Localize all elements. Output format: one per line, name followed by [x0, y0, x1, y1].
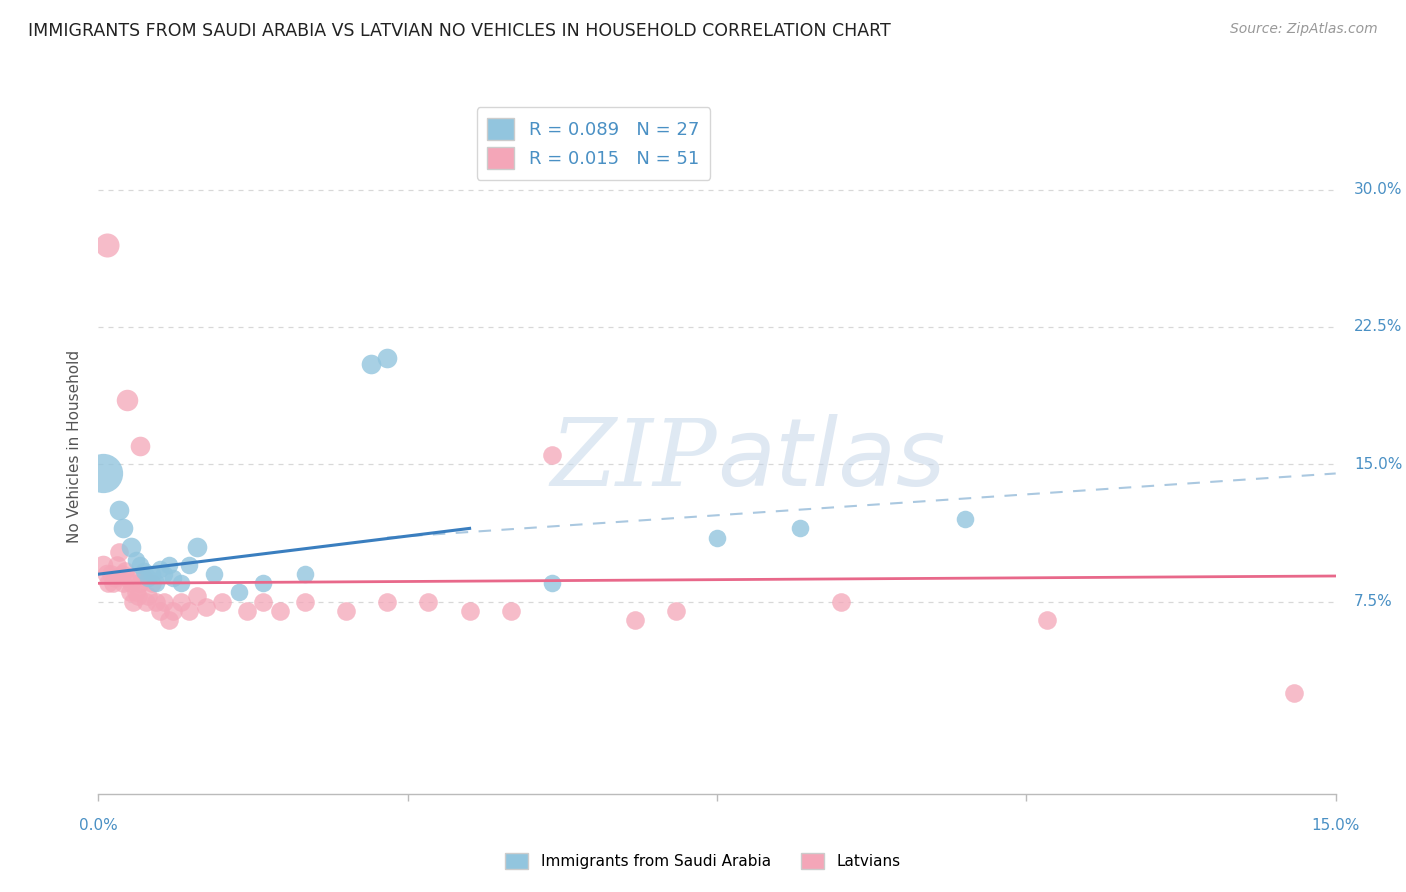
Point: [157, 613, 180, 627]
Point: [100, 567, 122, 582]
Point: [103, 576, 125, 591]
Point: [110, 567, 132, 582]
Point: [132, 564, 155, 578]
Legend: Immigrants from Saudi Arabia, Latvians: Immigrants from Saudi Arabia, Latvians: [499, 847, 907, 875]
Point: [953, 512, 976, 526]
Point: [162, 604, 184, 618]
Text: atlas: atlas: [717, 415, 945, 506]
Point: [127, 589, 149, 603]
Point: [186, 589, 208, 603]
Point: [112, 576, 135, 591]
Legend: R = 0.089   N = 27, R = 0.015   N = 51: R = 0.089 N = 27, R = 0.015 N = 51: [477, 107, 710, 180]
Point: [269, 604, 291, 618]
Point: [157, 558, 180, 572]
Point: [128, 558, 150, 572]
Point: [112, 521, 135, 535]
Point: [128, 576, 150, 591]
Point: [105, 558, 128, 572]
Point: [97, 576, 120, 591]
Point: [541, 576, 564, 591]
Text: ZIP: ZIP: [550, 415, 717, 505]
Point: [294, 594, 316, 608]
Point: [665, 604, 688, 618]
Point: [136, 589, 159, 603]
Point: [153, 567, 176, 582]
Point: [108, 503, 131, 517]
Point: [458, 604, 481, 618]
Point: [418, 594, 440, 608]
Point: [202, 567, 225, 582]
Point: [120, 540, 142, 554]
Text: 7.5%: 7.5%: [1354, 594, 1393, 609]
Point: [1036, 613, 1059, 627]
Point: [104, 571, 127, 585]
Point: [541, 448, 564, 462]
Point: [211, 594, 233, 608]
Point: [145, 594, 167, 608]
Point: [141, 567, 163, 582]
Point: [360, 357, 382, 371]
Point: [706, 531, 728, 545]
Point: [145, 576, 167, 591]
Point: [179, 604, 201, 618]
Point: [162, 571, 184, 585]
Text: 0.0%: 0.0%: [79, 818, 118, 832]
Text: IMMIGRANTS FROM SAUDI ARABIA VS LATVIAN NO VEHICLES IN HOUSEHOLD CORRELATION CHA: IMMIGRANTS FROM SAUDI ARABIA VS LATVIAN …: [28, 22, 891, 40]
Point: [789, 521, 811, 535]
Point: [120, 576, 142, 591]
Point: [96, 237, 118, 252]
Point: [375, 594, 398, 608]
Point: [149, 562, 172, 576]
Point: [122, 594, 145, 608]
Point: [170, 576, 193, 591]
Text: 30.0%: 30.0%: [1354, 182, 1402, 197]
Text: Source: ZipAtlas.com: Source: ZipAtlas.com: [1230, 22, 1378, 37]
Point: [179, 558, 201, 572]
Text: 15.0%: 15.0%: [1312, 818, 1360, 832]
Point: [136, 571, 159, 585]
Point: [118, 585, 141, 599]
Point: [228, 585, 250, 599]
Point: [294, 567, 316, 582]
Point: [91, 558, 114, 572]
Point: [335, 604, 357, 618]
Point: [252, 576, 274, 591]
Point: [623, 613, 645, 627]
Point: [128, 439, 150, 453]
Point: [141, 576, 163, 591]
Point: [124, 585, 146, 599]
Point: [135, 594, 157, 608]
Point: [96, 567, 118, 582]
Point: [108, 545, 131, 559]
Point: [91, 467, 114, 481]
Point: [131, 567, 153, 582]
Point: [194, 600, 217, 615]
Point: [236, 604, 259, 618]
Point: [1284, 686, 1306, 700]
Point: [114, 564, 136, 578]
Point: [149, 604, 172, 618]
Point: [153, 594, 176, 608]
Point: [132, 571, 155, 585]
Point: [830, 594, 852, 608]
Point: [124, 552, 146, 566]
Text: 15.0%: 15.0%: [1354, 457, 1402, 472]
Point: [499, 604, 522, 618]
Point: [252, 594, 274, 608]
Point: [117, 393, 139, 408]
Y-axis label: No Vehicles in Household: No Vehicles in Household: [67, 350, 83, 542]
Point: [186, 540, 208, 554]
Point: [375, 351, 398, 365]
Point: [117, 571, 139, 585]
Point: [170, 594, 193, 608]
Text: 22.5%: 22.5%: [1354, 319, 1402, 334]
